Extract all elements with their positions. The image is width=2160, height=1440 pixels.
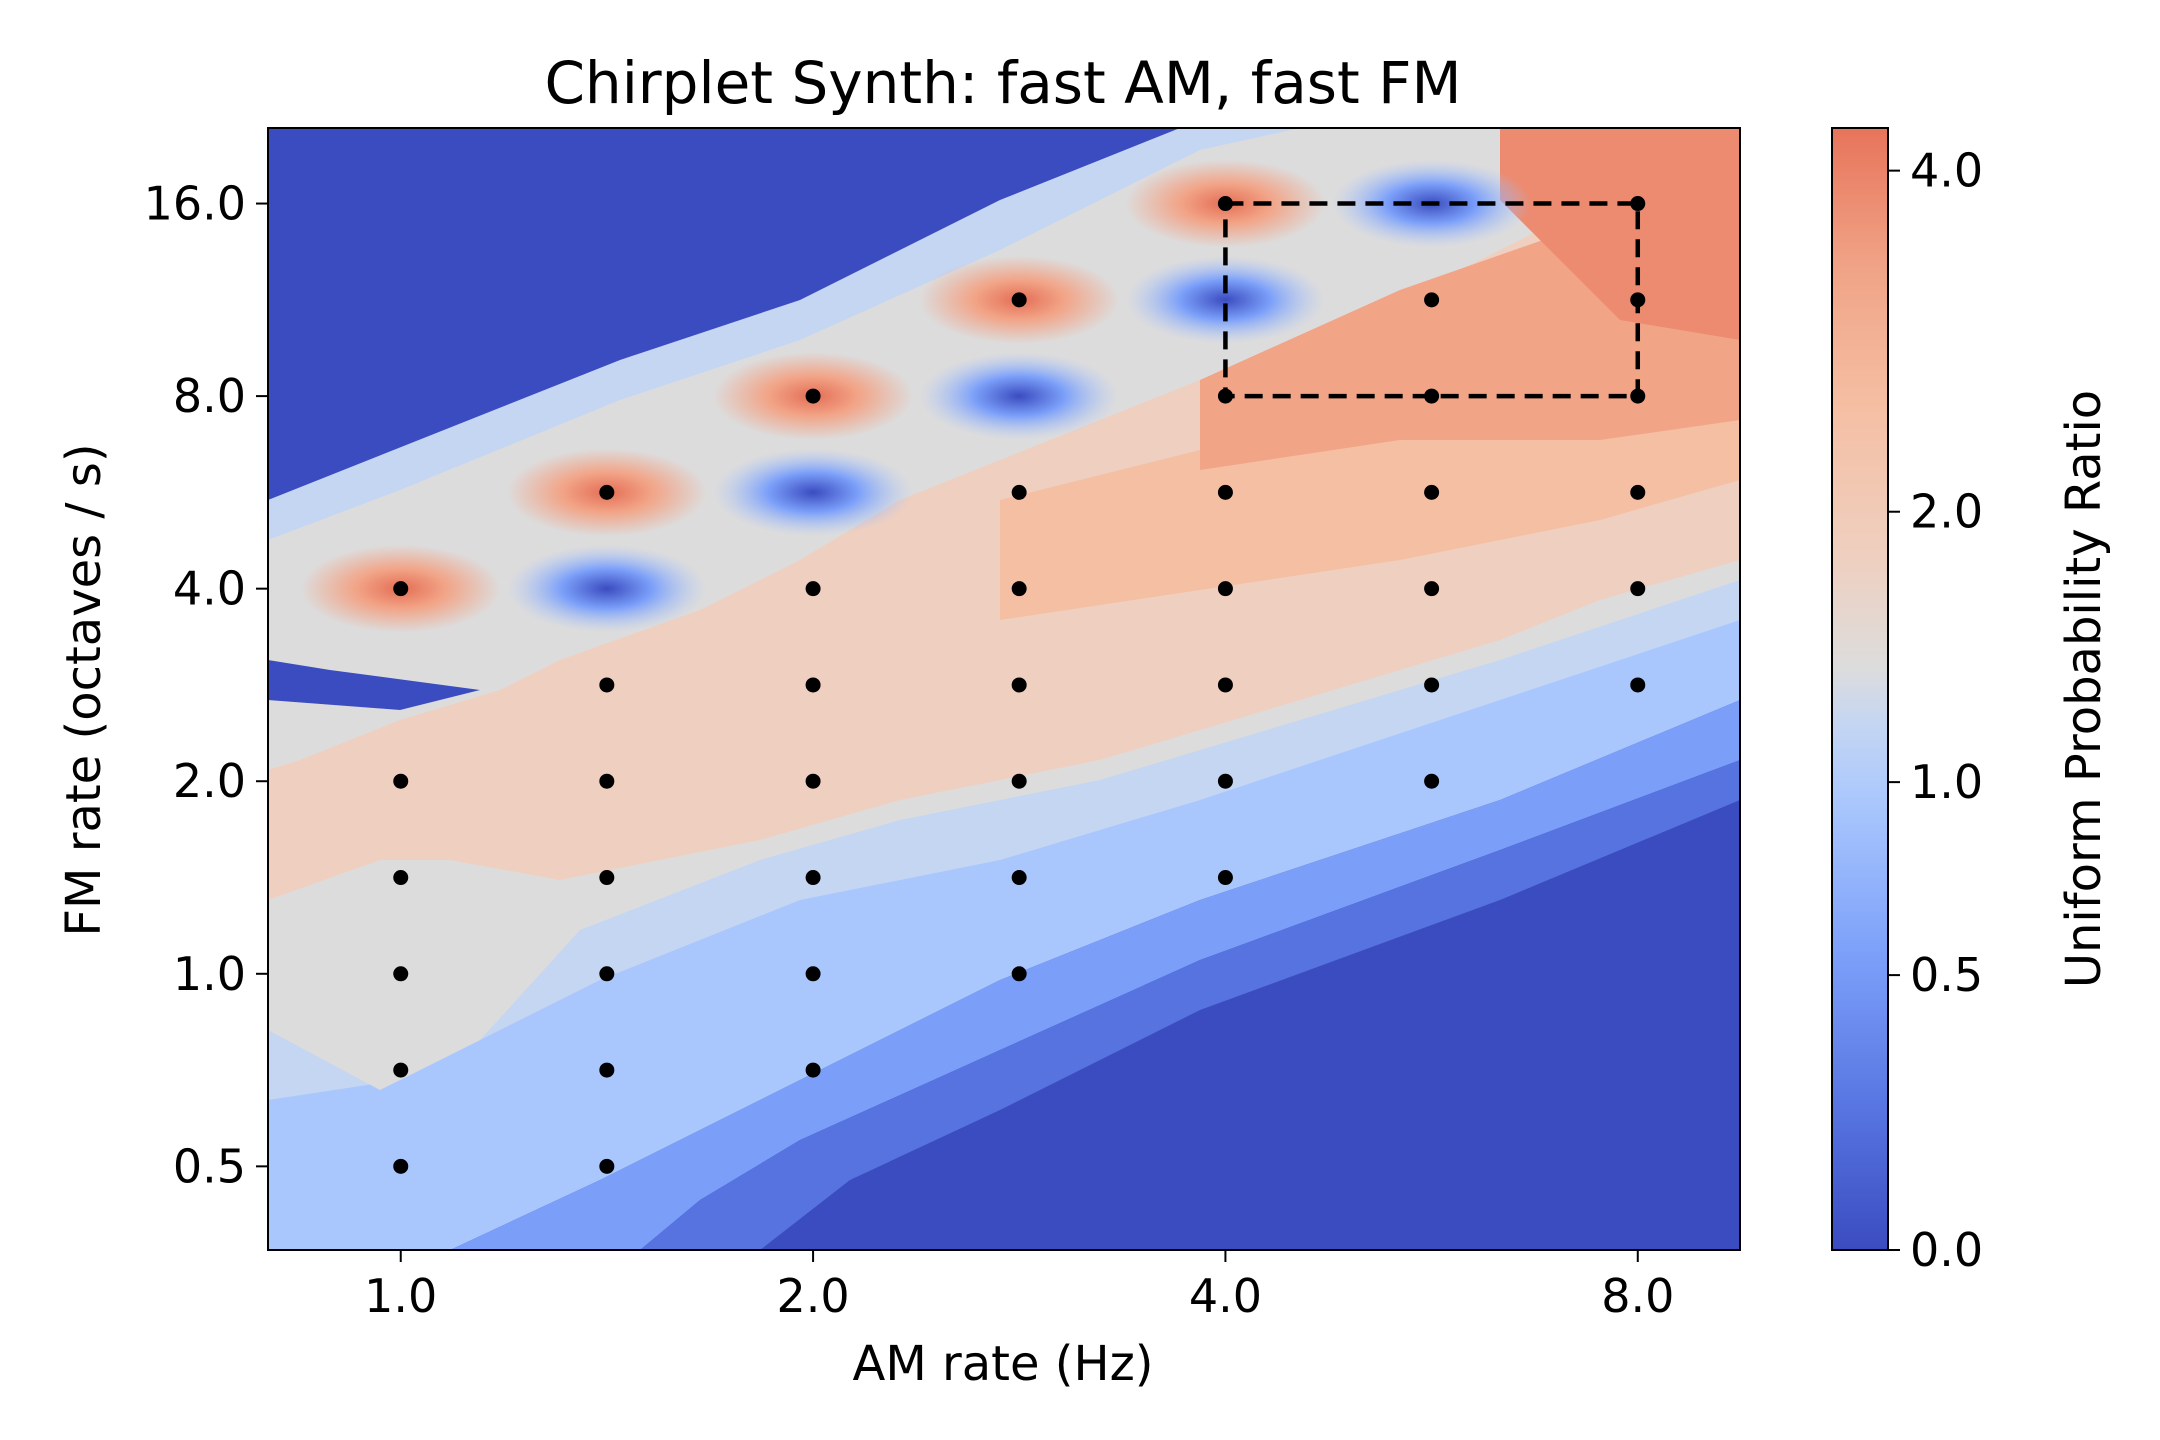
y-tick-label-5: 16.0	[144, 177, 246, 231]
colorbar	[1831, 127, 1889, 1251]
colorbar-tick-label-4: 4.0	[1910, 144, 1983, 198]
sample-point-31	[1217, 484, 1233, 500]
y-tick-label-2: 2.0	[173, 754, 246, 808]
sample-point-17	[805, 677, 821, 693]
sample-point-1	[393, 1062, 409, 1078]
x-tick-label-3: 8.0	[1601, 1269, 1674, 1323]
colorbar-tick-label-2: 1.0	[1910, 755, 1983, 809]
sample-point-15	[805, 870, 821, 886]
colorbar-ticks: 0.0 0.5 1.0 2.0 4.0	[1888, 144, 1983, 1277]
sample-point-26	[1011, 292, 1027, 308]
sample-point-29	[1217, 677, 1233, 693]
sample-point-4	[393, 773, 409, 789]
sample-point-12	[599, 484, 615, 500]
sample-point-13	[805, 1062, 821, 1078]
sample-point-27	[1217, 870, 1233, 886]
sample-points	[393, 196, 1646, 1174]
sample-point-34	[1424, 773, 1440, 789]
y-axis-ticks: 0.5 1.0 2.0 4.0 8.0 16.0	[144, 177, 268, 1193]
sample-point-20	[1011, 966, 1027, 982]
sample-point-41	[1630, 581, 1646, 597]
sample-point-42	[1630, 484, 1646, 500]
sample-point-25	[1011, 484, 1027, 500]
cold-spot-3	[1125, 255, 1326, 344]
y-tick-label-1: 1.0	[173, 947, 246, 1001]
sample-point-2	[393, 966, 409, 982]
sample-point-10	[599, 773, 615, 789]
colorbar-label: Uniform Probability Ratio	[2056, 390, 2112, 988]
cold-spot-1	[713, 448, 914, 537]
colorbar-tick-label-0: 0.0	[1910, 1223, 1983, 1277]
heatmap-fill	[268, 128, 1740, 1250]
sample-point-8	[599, 966, 615, 982]
sample-point-16	[805, 773, 821, 789]
sample-point-21	[1011, 870, 1027, 886]
sample-point-38	[1424, 388, 1440, 404]
sample-point-45	[1630, 196, 1646, 212]
sample-point-0	[393, 1158, 409, 1174]
y-tick-label-3: 4.0	[173, 562, 246, 616]
sample-point-14	[805, 966, 821, 982]
cold-spot-0	[506, 544, 707, 633]
sample-point-9	[599, 870, 615, 886]
sample-point-32	[1217, 388, 1233, 404]
sample-point-43	[1630, 388, 1646, 404]
sample-point-39	[1424, 292, 1440, 308]
x-axis-ticks: 1.0 2.0 4.0 8.0	[364, 1250, 1674, 1323]
x-axis-label: AM rate (Hz)	[852, 1336, 1153, 1392]
sample-point-44	[1630, 292, 1646, 308]
sample-point-23	[1011, 677, 1027, 693]
sample-point-40	[1630, 677, 1646, 693]
sample-point-22	[1011, 773, 1027, 789]
sample-point-36	[1424, 581, 1440, 597]
sample-point-30	[1217, 581, 1233, 597]
sample-point-28	[1217, 773, 1233, 789]
sample-point-3	[393, 870, 409, 886]
y-tick-label-4: 8.0	[173, 369, 246, 423]
x-tick-label-1: 2.0	[777, 1269, 850, 1323]
cold-spot-2	[919, 352, 1120, 441]
y-axis-label: FM rate (octaves / s)	[56, 443, 112, 936]
x-tick-label-0: 1.0	[364, 1269, 437, 1323]
chart-title: Chirplet Synth: fast AM, fast FM	[544, 49, 1461, 117]
y-tick-label-0: 0.5	[173, 1139, 246, 1193]
colorbar-tick-label-1: 0.5	[1910, 948, 1983, 1002]
plot-frame	[267, 127, 1741, 1251]
sample-point-33	[1217, 196, 1233, 212]
sample-point-6	[599, 1158, 615, 1174]
sample-point-11	[599, 677, 615, 693]
sample-point-18	[805, 581, 821, 597]
sample-point-19	[805, 388, 821, 404]
sample-point-24	[1011, 581, 1027, 597]
sample-point-5	[393, 581, 409, 597]
colorbar-tick-label-3: 2.0	[1910, 485, 1983, 539]
sample-point-7	[599, 1062, 615, 1078]
sample-point-37	[1424, 484, 1440, 500]
x-tick-label-2: 4.0	[1189, 1269, 1262, 1323]
sample-point-35	[1424, 677, 1440, 693]
